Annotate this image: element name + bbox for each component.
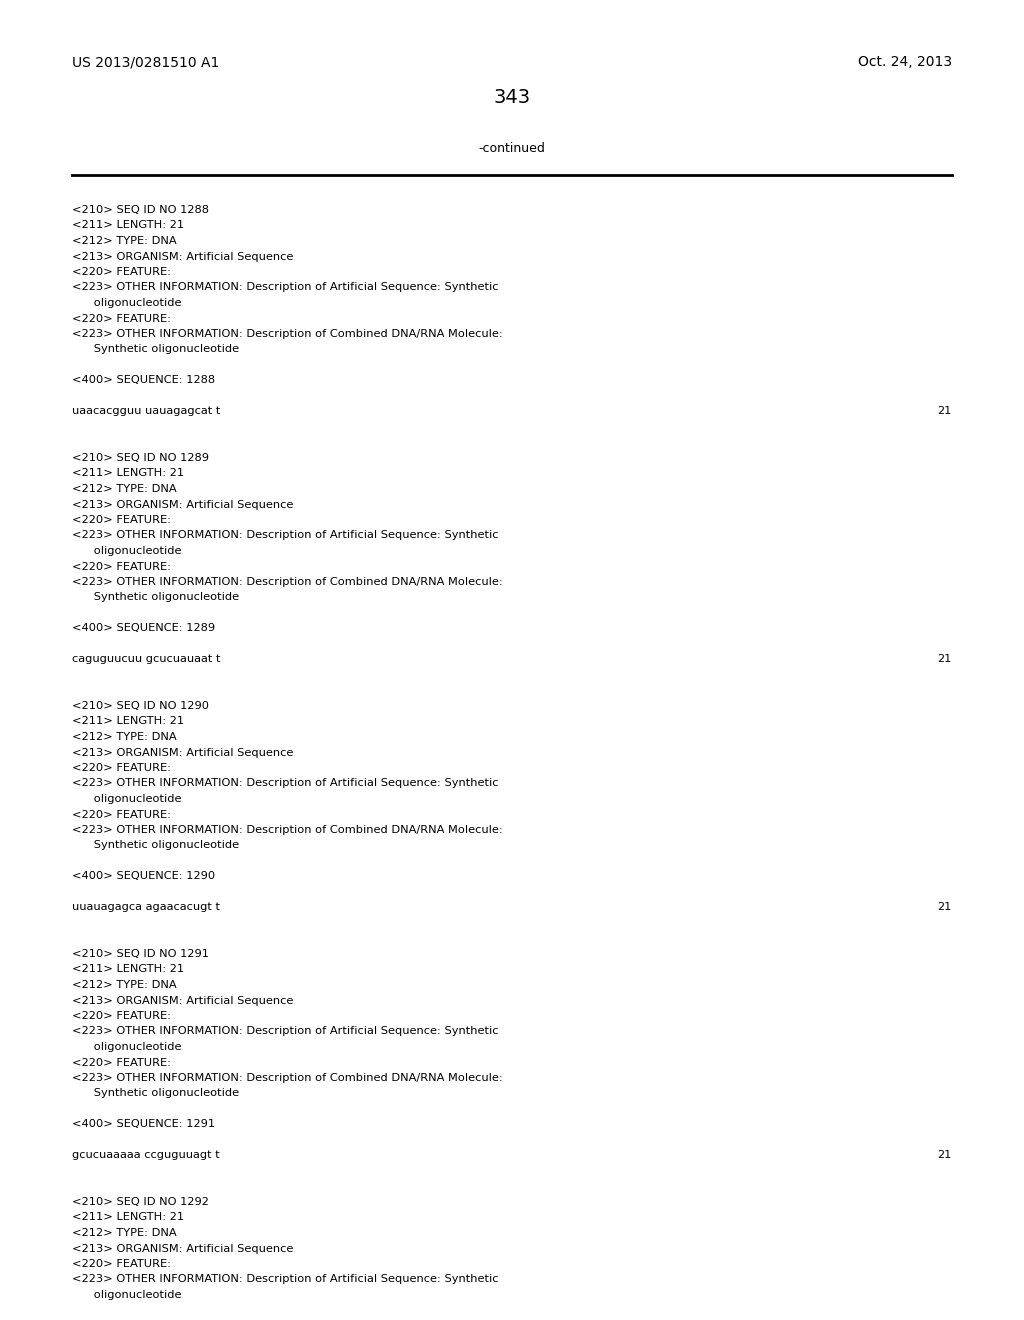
Text: <400> SEQUENCE: 1288: <400> SEQUENCE: 1288 [72,375,215,385]
Text: <210> SEQ ID NO 1290: <210> SEQ ID NO 1290 [72,701,209,711]
Text: <213> ORGANISM: Artificial Sequence: <213> ORGANISM: Artificial Sequence [72,499,293,510]
Text: Synthetic oligonucleotide: Synthetic oligonucleotide [72,593,240,602]
Text: oligonucleotide: oligonucleotide [72,1041,181,1052]
Text: <213> ORGANISM: Artificial Sequence: <213> ORGANISM: Artificial Sequence [72,747,293,758]
Text: <223> OTHER INFORMATION: Description of Artificial Sequence: Synthetic: <223> OTHER INFORMATION: Description of … [72,1027,499,1036]
Text: <220> FEATURE:: <220> FEATURE: [72,515,171,525]
Text: <220> FEATURE:: <220> FEATURE: [72,1259,171,1269]
Text: gcucuaaaaa ccguguuagt t: gcucuaaaaa ccguguuagt t [72,1151,220,1160]
Text: 21: 21 [938,407,952,417]
Text: <212> TYPE: DNA: <212> TYPE: DNA [72,236,176,246]
Text: uaacacgguu uauagagcat t: uaacacgguu uauagagcat t [72,407,220,417]
Text: <213> ORGANISM: Artificial Sequence: <213> ORGANISM: Artificial Sequence [72,252,293,261]
Text: <400> SEQUENCE: 1290: <400> SEQUENCE: 1290 [72,871,215,882]
Text: <212> TYPE: DNA: <212> TYPE: DNA [72,1228,176,1238]
Text: <211> LENGTH: 21: <211> LENGTH: 21 [72,717,184,726]
Text: <223> OTHER INFORMATION: Description of Artificial Sequence: Synthetic: <223> OTHER INFORMATION: Description of … [72,779,499,788]
Text: 21: 21 [938,655,952,664]
Text: 21: 21 [938,1151,952,1160]
Text: <400> SEQUENCE: 1289: <400> SEQUENCE: 1289 [72,623,215,634]
Text: <220> FEATURE:: <220> FEATURE: [72,314,171,323]
Text: oligonucleotide: oligonucleotide [72,1290,181,1300]
Text: <211> LENGTH: 21: <211> LENGTH: 21 [72,220,184,231]
Text: <212> TYPE: DNA: <212> TYPE: DNA [72,979,176,990]
Text: <220> FEATURE:: <220> FEATURE: [72,1057,171,1068]
Text: <210> SEQ ID NO 1288: <210> SEQ ID NO 1288 [72,205,209,215]
Text: Synthetic oligonucleotide: Synthetic oligonucleotide [72,1089,240,1098]
Text: <223> OTHER INFORMATION: Description of Combined DNA/RNA Molecule:: <223> OTHER INFORMATION: Description of … [72,329,503,339]
Text: Synthetic oligonucleotide: Synthetic oligonucleotide [72,841,240,850]
Text: <223> OTHER INFORMATION: Description of Artificial Sequence: Synthetic: <223> OTHER INFORMATION: Description of … [72,531,499,540]
Text: <213> ORGANISM: Artificial Sequence: <213> ORGANISM: Artificial Sequence [72,1243,293,1254]
Text: uuauagagca agaacacugt t: uuauagagca agaacacugt t [72,903,220,912]
Text: <212> TYPE: DNA: <212> TYPE: DNA [72,484,176,494]
Text: -continued: -continued [478,143,546,154]
Text: <211> LENGTH: 21: <211> LENGTH: 21 [72,1213,184,1222]
Text: <220> FEATURE:: <220> FEATURE: [72,1011,171,1020]
Text: 21: 21 [938,903,952,912]
Text: <223> OTHER INFORMATION: Description of Artificial Sequence: Synthetic: <223> OTHER INFORMATION: Description of … [72,1275,499,1284]
Text: <223> OTHER INFORMATION: Description of Artificial Sequence: Synthetic: <223> OTHER INFORMATION: Description of … [72,282,499,293]
Text: 343: 343 [494,88,530,107]
Text: <210> SEQ ID NO 1289: <210> SEQ ID NO 1289 [72,453,209,463]
Text: <213> ORGANISM: Artificial Sequence: <213> ORGANISM: Artificial Sequence [72,995,293,1006]
Text: <220> FEATURE:: <220> FEATURE: [72,763,171,774]
Text: <400> SEQUENCE: 1291: <400> SEQUENCE: 1291 [72,1119,215,1130]
Text: <223> OTHER INFORMATION: Description of Combined DNA/RNA Molecule:: <223> OTHER INFORMATION: Description of … [72,825,503,836]
Text: oligonucleotide: oligonucleotide [72,795,181,804]
Text: <212> TYPE: DNA: <212> TYPE: DNA [72,733,176,742]
Text: <220> FEATURE:: <220> FEATURE: [72,561,171,572]
Text: <223> OTHER INFORMATION: Description of Combined DNA/RNA Molecule:: <223> OTHER INFORMATION: Description of … [72,1073,503,1082]
Text: oligonucleotide: oligonucleotide [72,298,181,308]
Text: Oct. 24, 2013: Oct. 24, 2013 [858,55,952,69]
Text: <220> FEATURE:: <220> FEATURE: [72,809,171,820]
Text: <211> LENGTH: 21: <211> LENGTH: 21 [72,965,184,974]
Text: <220> FEATURE:: <220> FEATURE: [72,267,171,277]
Text: caguguucuu gcucuauaat t: caguguucuu gcucuauaat t [72,655,220,664]
Text: oligonucleotide: oligonucleotide [72,546,181,556]
Text: <210> SEQ ID NO 1292: <210> SEQ ID NO 1292 [72,1197,209,1206]
Text: US 2013/0281510 A1: US 2013/0281510 A1 [72,55,219,69]
Text: <210> SEQ ID NO 1291: <210> SEQ ID NO 1291 [72,949,209,960]
Text: <211> LENGTH: 21: <211> LENGTH: 21 [72,469,184,479]
Text: <223> OTHER INFORMATION: Description of Combined DNA/RNA Molecule:: <223> OTHER INFORMATION: Description of … [72,577,503,587]
Text: Synthetic oligonucleotide: Synthetic oligonucleotide [72,345,240,355]
